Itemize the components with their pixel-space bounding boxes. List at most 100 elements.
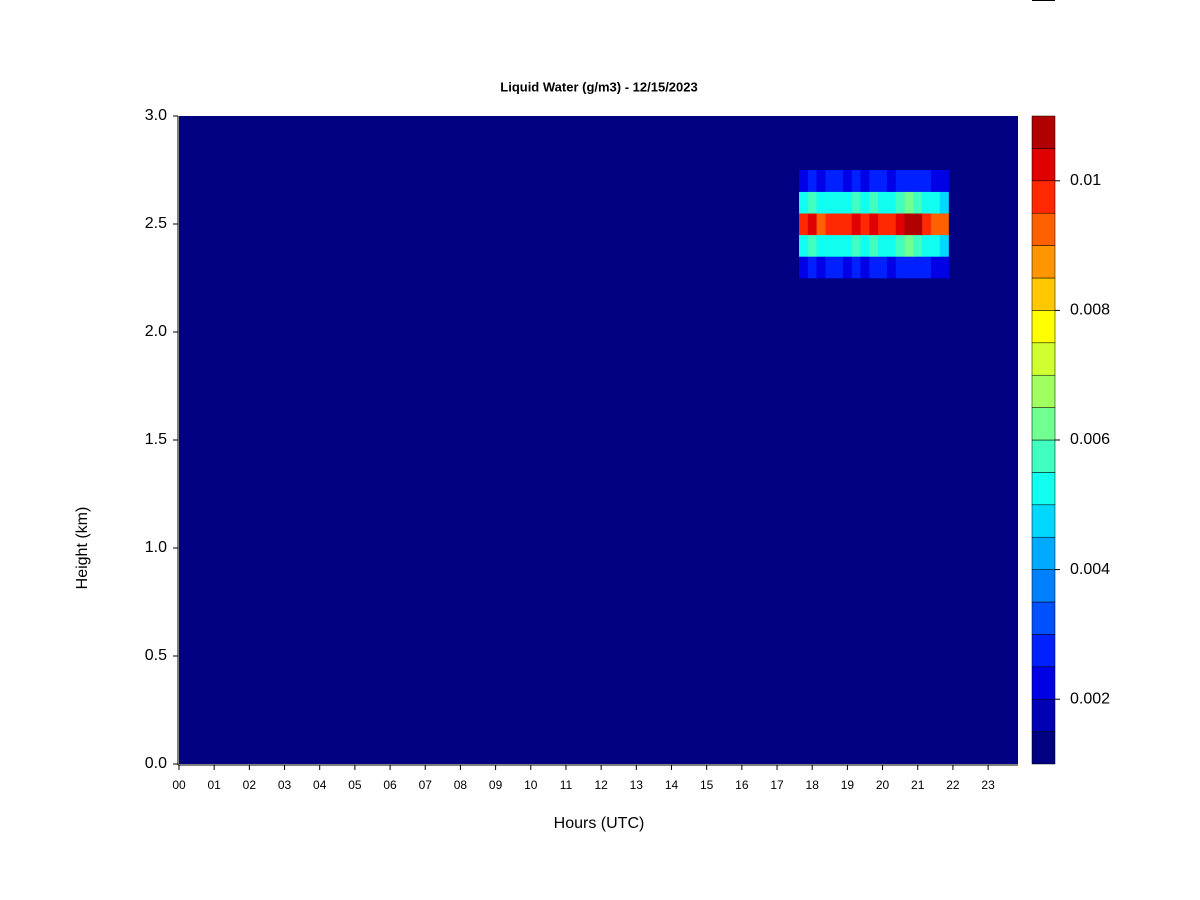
heat-cell	[913, 234, 923, 257]
heat-cell	[904, 256, 914, 279]
heat-cell	[799, 170, 809, 192]
x-axis-title: Hours (UTC)	[554, 815, 645, 832]
colorbar-band	[1031, 148, 1056, 182]
heat-cell	[825, 256, 835, 279]
x-tick-label: 18	[806, 778, 820, 792]
x-tick-label: 20	[876, 778, 890, 792]
colorbar-band	[1031, 569, 1056, 603]
heat-cell	[904, 213, 914, 236]
heat-cell	[895, 256, 905, 279]
x-tick-label: 17	[770, 778, 784, 792]
colorbar-band	[1031, 212, 1056, 246]
heat-cell	[922, 191, 932, 214]
heat-cell	[834, 170, 844, 192]
heat-cell	[904, 234, 914, 257]
heat-cell	[939, 170, 949, 192]
heat-cell	[834, 256, 844, 279]
colorbar-band	[1031, 374, 1056, 408]
heat-cell	[922, 256, 932, 279]
heat-cell	[851, 256, 861, 279]
heat-cell	[878, 191, 888, 214]
heat-cell	[878, 213, 888, 236]
colorbar-tick-label: 0.008	[1070, 302, 1110, 319]
heat-cell	[834, 234, 844, 257]
heat-cell	[869, 256, 879, 279]
colorbar-band	[1031, 342, 1056, 376]
heat-cell	[860, 170, 870, 192]
colorbar-tick-label: 0.006	[1070, 431, 1110, 448]
heat-cell	[816, 170, 826, 192]
x-tick-label: 13	[630, 778, 644, 792]
x-tick-label: 04	[313, 778, 327, 792]
heat-cell	[930, 256, 941, 279]
x-tick-label: 10	[524, 778, 538, 792]
x-tick-label: 12	[594, 778, 608, 792]
heat-cell	[807, 170, 817, 192]
heat-cell	[878, 234, 888, 257]
heat-cell	[834, 191, 844, 214]
colorbar-band	[1031, 180, 1056, 214]
x-tick-label: 22	[946, 778, 960, 792]
heat-cell	[799, 256, 809, 279]
colorbar-band	[1031, 277, 1056, 311]
y-tick-label: 1.5	[145, 431, 167, 448]
heat-cell	[869, 213, 879, 236]
colorbar-band	[1031, 731, 1056, 765]
heat-cell	[913, 256, 923, 279]
colorbar-tick-label: 0.002	[1070, 690, 1110, 707]
y-axis-title: Height (km)	[74, 507, 91, 590]
heat-cell	[816, 191, 826, 214]
heat-cell	[851, 213, 861, 236]
y-tick-label: 3.0	[145, 107, 167, 124]
colorbar-band	[1031, 407, 1056, 441]
heat-cell	[913, 213, 923, 236]
heat-cell	[895, 213, 905, 236]
colorbar-band	[1031, 504, 1056, 538]
heat-cell	[886, 170, 897, 192]
heat-cell	[930, 170, 941, 192]
x-tick-label: 11	[560, 778, 573, 792]
heat-cell	[922, 234, 932, 257]
x-tick-label: 06	[383, 778, 397, 792]
heat-cell	[842, 191, 853, 214]
colorbar-band	[1031, 245, 1056, 279]
heat-cell	[816, 234, 826, 257]
x-tick-label: 01	[207, 778, 221, 792]
heat-cell	[939, 213, 949, 236]
heat-cell	[816, 256, 826, 279]
x-tick-label: 00	[172, 778, 186, 792]
x-tick-label: 03	[278, 778, 292, 792]
heat-cell	[869, 170, 879, 192]
heat-cell	[930, 213, 941, 236]
heat-cell	[922, 213, 932, 236]
colorbar-band	[1031, 601, 1056, 635]
heat-cell	[930, 191, 941, 214]
x-tick-label: 07	[419, 778, 433, 792]
heat-cell	[886, 256, 897, 279]
colorbar-band	[1031, 115, 1056, 149]
y-tick-label: 0.5	[145, 647, 167, 664]
heat-cell	[895, 170, 905, 192]
y-tick-label: 2.5	[145, 215, 167, 232]
heat-cell	[842, 234, 853, 257]
heat-cell	[878, 256, 888, 279]
heat-cell	[834, 213, 844, 236]
heat-cell	[869, 191, 879, 214]
colorbar-tick-label: 0.004	[1070, 561, 1110, 578]
x-tick-label: 15	[700, 778, 714, 792]
y-tick-label: 1.0	[145, 539, 167, 556]
heat-cell	[869, 234, 879, 257]
heat-cell	[904, 170, 914, 192]
heat-cell	[825, 234, 835, 257]
heat-cell	[939, 234, 949, 257]
colorbar-band	[1031, 666, 1056, 700]
heat-cell	[842, 170, 853, 192]
colorbar-band	[1031, 634, 1056, 668]
x-tick-label: 16	[735, 778, 749, 792]
x-tick-label: 02	[243, 778, 257, 792]
heat-cell	[807, 256, 817, 279]
heat-cell	[825, 213, 835, 236]
colorbar-band	[1031, 536, 1056, 570]
heat-cell	[939, 191, 949, 214]
heat-cell	[930, 234, 941, 257]
